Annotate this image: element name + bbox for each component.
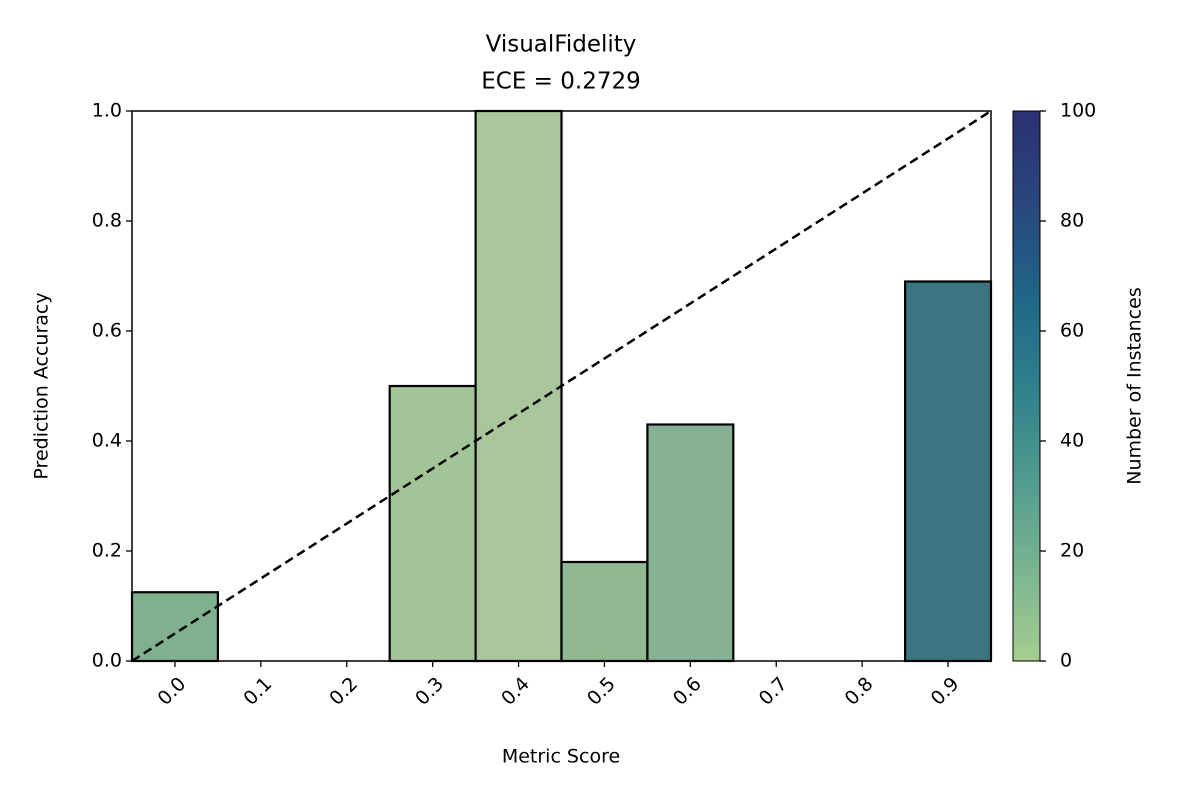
x-tick-label: 0.9 [927, 673, 964, 710]
colorbar-tick-label: 80 [1060, 210, 1084, 232]
y-tick-label: 0.4 [92, 430, 122, 452]
colorbar-tick-label: 0 [1060, 650, 1072, 672]
x-tick-label: 0.4 [497, 673, 534, 710]
colorbar-tick-label: 20 [1060, 540, 1084, 562]
colorbar-tick-label: 40 [1060, 430, 1084, 452]
reference-line [131, 109, 992, 663]
x-tick-label: 0.0 [153, 673, 190, 710]
plot-frame [131, 110, 992, 662]
y-tick-label: 0.8 [92, 210, 122, 232]
x-tick-label: 0.1 [239, 673, 276, 710]
x-tick-label: 0.7 [755, 673, 792, 710]
x-tick-label: 0.6 [669, 673, 706, 710]
y-tick-label: 1.0 [92, 100, 122, 122]
y-axis-label: Prediction Accuracy [31, 292, 53, 479]
colorbar [1012, 110, 1041, 662]
y-tick-label: 0.2 [92, 540, 122, 562]
bar [388, 384, 477, 663]
x-tick-label: 0.5 [583, 673, 620, 710]
bar [560, 560, 649, 663]
x-tick-label: 0.8 [841, 673, 878, 710]
chart-title: VisualFidelity [486, 32, 637, 58]
colorbar-tick-label: 100 [1060, 100, 1096, 122]
bar [903, 280, 993, 663]
chart-subtitle: ECE = 0.2729 [481, 69, 641, 95]
x-tick-label: 0.3 [411, 673, 448, 710]
x-tick-label: 0.2 [325, 673, 362, 710]
bar [130, 591, 220, 663]
x-axis-label: Metric Score [502, 746, 620, 768]
colorbar-tick-label: 60 [1060, 320, 1084, 342]
bar [474, 109, 563, 663]
y-tick-label: 0.0 [92, 650, 122, 672]
bar [646, 423, 735, 663]
colorbar-label: Number of Instances [1124, 287, 1146, 484]
y-tick-label: 0.6 [92, 320, 122, 342]
